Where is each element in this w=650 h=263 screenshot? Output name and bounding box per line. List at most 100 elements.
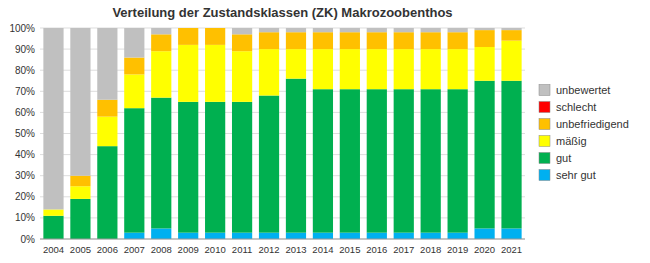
bar xyxy=(474,47,494,81)
bar xyxy=(448,233,468,239)
bar xyxy=(178,233,198,239)
bar xyxy=(259,233,279,239)
bar xyxy=(501,30,521,41)
y-tick-label: 100% xyxy=(9,23,35,34)
bar xyxy=(313,49,333,89)
y-tick-label: 10% xyxy=(15,212,35,223)
x-tick-label: 2017 xyxy=(393,244,414,255)
bar xyxy=(70,199,90,239)
x-tick-label: 2009 xyxy=(178,244,199,255)
y-tick-label: 60% xyxy=(15,107,35,118)
bars xyxy=(43,28,521,239)
legend: unbewertetschlechtunbefriedigendmäßiggut… xyxy=(539,84,629,181)
bar xyxy=(421,28,441,32)
x-tick-label: 2011 xyxy=(232,244,252,255)
y-tick-label: 50% xyxy=(15,128,35,139)
y-tick-label: 30% xyxy=(15,170,35,181)
bar xyxy=(205,102,225,233)
bar xyxy=(124,74,144,108)
bar xyxy=(124,233,144,239)
bar xyxy=(178,28,198,29)
x-tick-label: 2004 xyxy=(43,244,64,255)
legend-swatch xyxy=(539,85,550,96)
bar xyxy=(97,146,117,239)
y-tick-label: 20% xyxy=(15,191,35,202)
bar xyxy=(421,233,441,239)
bar xyxy=(232,34,252,51)
x-tick-label: 2021 xyxy=(501,244,522,255)
bar xyxy=(367,28,387,32)
bar xyxy=(259,96,279,233)
x-tick-label: 2019 xyxy=(447,244,468,255)
bar xyxy=(501,28,521,30)
legend-swatch xyxy=(539,119,550,130)
bar xyxy=(367,49,387,89)
x-tick-label: 2018 xyxy=(420,244,441,255)
bar xyxy=(340,49,360,89)
bar xyxy=(286,233,306,239)
bar xyxy=(313,89,333,232)
legend-label: mäßig xyxy=(556,135,587,147)
series xyxy=(70,28,521,186)
bar xyxy=(205,28,225,29)
bar xyxy=(286,32,306,49)
y-tick-label: 80% xyxy=(15,65,35,76)
bar xyxy=(70,176,90,187)
bar xyxy=(448,32,468,49)
bar xyxy=(313,32,333,49)
bar xyxy=(501,228,521,239)
bar xyxy=(205,28,225,45)
bar xyxy=(286,49,306,79)
x-tick-label: 2005 xyxy=(70,244,91,255)
bar xyxy=(70,186,90,199)
legend-label: unbefriedigend xyxy=(556,118,629,130)
bar xyxy=(448,49,468,89)
title: Verteilung der Zustandsklassen (ZK) Makr… xyxy=(112,5,452,20)
bar xyxy=(97,117,117,147)
bar xyxy=(259,28,279,32)
bar xyxy=(151,34,171,51)
bar xyxy=(474,28,494,30)
bar xyxy=(394,233,414,239)
bar xyxy=(259,49,279,95)
y-tick-label: 40% xyxy=(15,149,35,160)
bar xyxy=(286,28,306,32)
bar xyxy=(394,89,414,232)
legend-label: schlecht xyxy=(556,101,596,113)
bar xyxy=(232,233,252,239)
x-tick-label: 2014 xyxy=(312,244,333,255)
x-tick-label: 2010 xyxy=(205,244,226,255)
bar xyxy=(178,28,198,29)
legend-label: sehr gut xyxy=(556,169,596,181)
x-tick-label: 2015 xyxy=(339,244,360,255)
bar xyxy=(259,32,279,49)
bar xyxy=(448,89,468,232)
bar xyxy=(232,102,252,233)
bar xyxy=(205,45,225,102)
bar xyxy=(97,100,117,117)
y-tick-label: 0% xyxy=(21,234,36,245)
x-tick-label: 2006 xyxy=(97,244,118,255)
bar xyxy=(232,28,252,34)
bar xyxy=(394,49,414,89)
bar xyxy=(178,28,198,45)
bar xyxy=(367,32,387,49)
bar xyxy=(178,102,198,233)
bar xyxy=(367,89,387,232)
bar xyxy=(205,28,225,29)
bar xyxy=(151,28,171,34)
x-axis-line xyxy=(40,239,525,240)
bar xyxy=(501,41,521,81)
bar xyxy=(232,51,252,102)
bar xyxy=(151,51,171,97)
bar xyxy=(205,233,225,239)
bar xyxy=(151,98,171,229)
bar xyxy=(474,81,494,229)
bar xyxy=(124,28,144,58)
bar xyxy=(97,28,117,100)
bar xyxy=(70,28,90,176)
bar xyxy=(474,30,494,47)
y-tick-label: 70% xyxy=(15,86,35,97)
x-tick-label: 2008 xyxy=(151,244,172,255)
grid-line xyxy=(40,239,525,240)
